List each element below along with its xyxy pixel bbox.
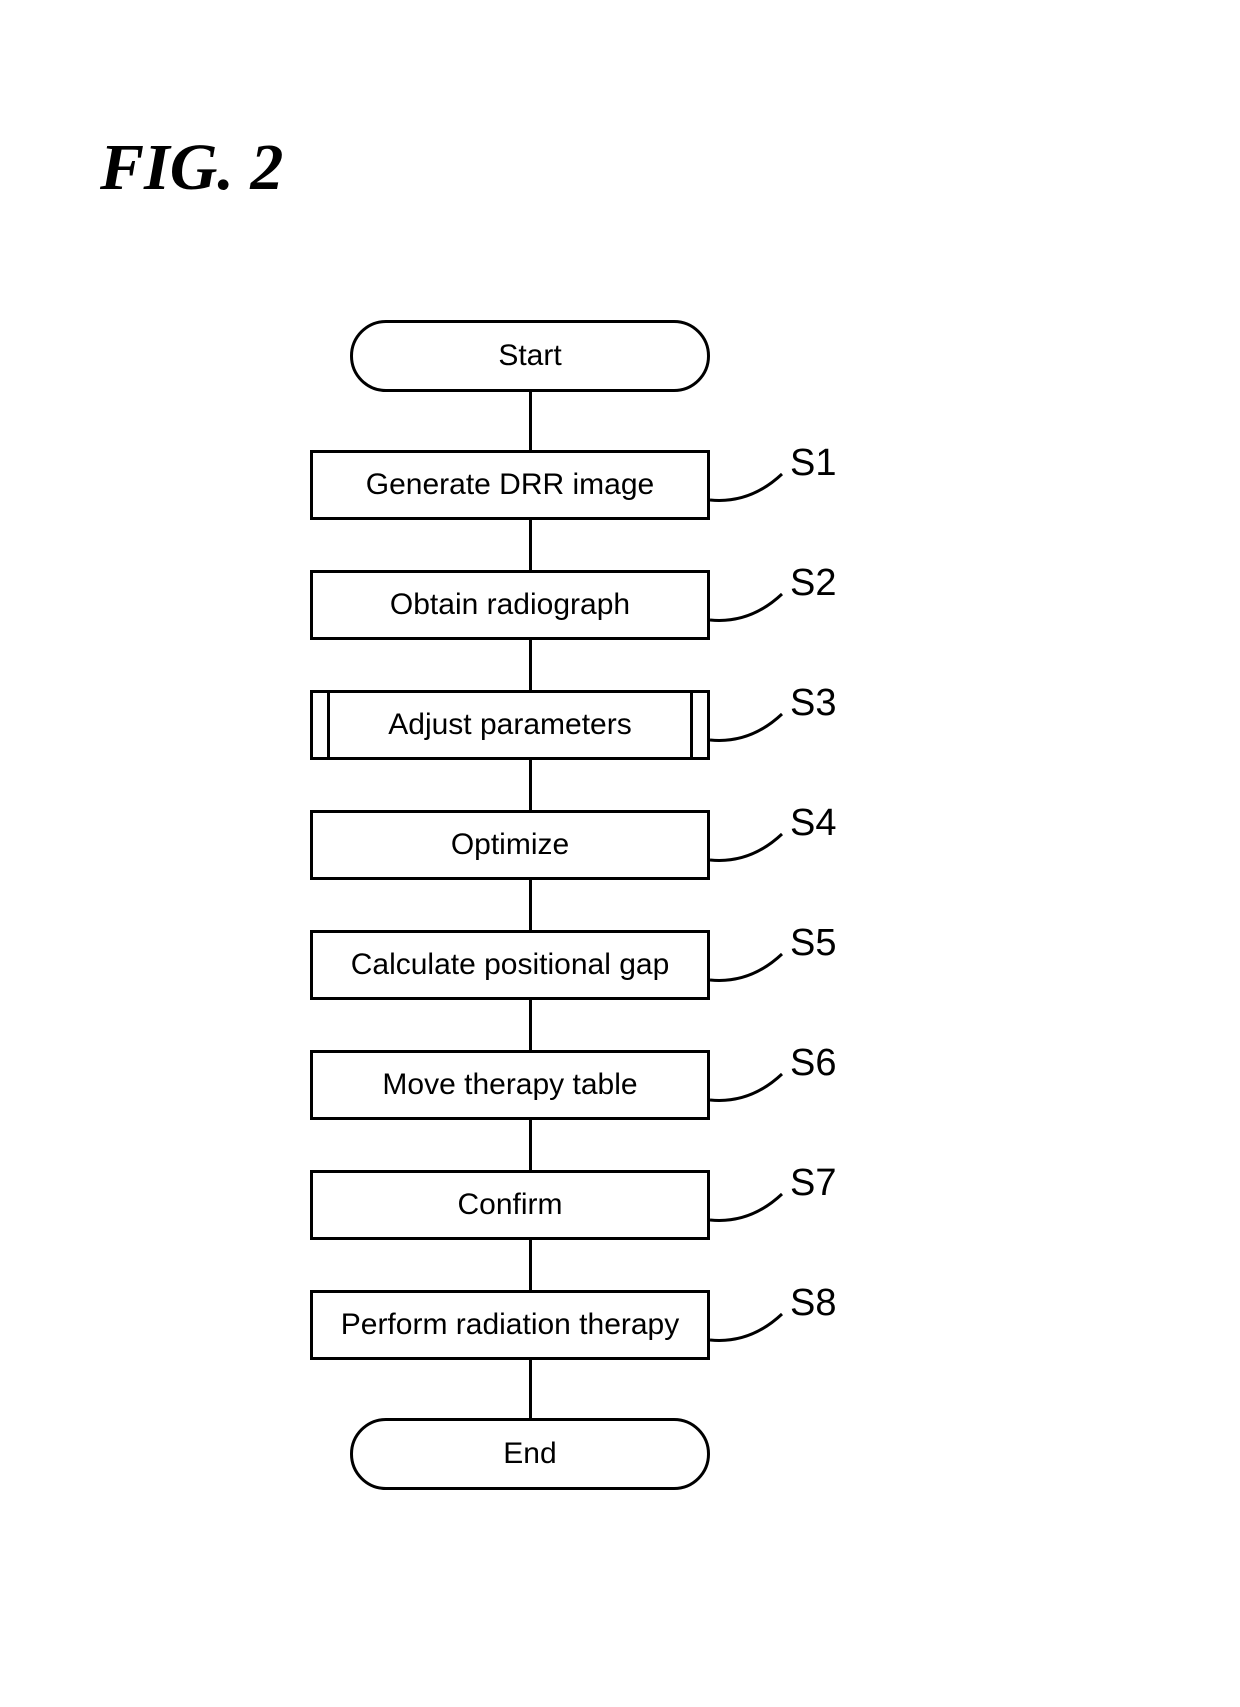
callout-s8 (710, 1312, 790, 1344)
step-label-s2: S2 (790, 562, 836, 605)
step-row: Move therapy table S6 (310, 1050, 750, 1120)
callout-s7 (710, 1192, 790, 1224)
flowchart-column: Start Generate DRR image S1 Obtain radio… (310, 320, 750, 1490)
step-row: Optimize S4 (310, 810, 750, 880)
process-s2: Obtain radiograph (310, 570, 710, 640)
step-row: Generate DRR image S1 (310, 450, 750, 520)
process-s8: Perform radiation therapy (310, 1290, 710, 1360)
connector (529, 760, 532, 810)
step-label-s6: S6 (790, 1042, 836, 1085)
callout-s5 (710, 952, 790, 984)
process-s1: Generate DRR image (310, 450, 710, 520)
process-s5: Calculate positional gap (310, 930, 710, 1000)
connector (529, 520, 532, 570)
process-s4: Optimize (310, 810, 710, 880)
step-label-s7: S7 (790, 1162, 836, 1205)
terminal-end: End (350, 1418, 710, 1490)
step-row: Perform radiation therapy S8 (310, 1290, 750, 1360)
step-label-s8: S8 (790, 1282, 836, 1325)
step-label-s3: S3 (790, 682, 836, 725)
step-row: Obtain radiograph S2 (310, 570, 750, 640)
connector (529, 1000, 532, 1050)
process-s6: Move therapy table (310, 1050, 710, 1120)
connector (529, 1120, 532, 1170)
callout-s4 (710, 832, 790, 864)
connector (529, 640, 532, 690)
flowchart: Start Generate DRR image S1 Obtain radio… (310, 320, 1010, 1490)
figure-title: FIG. 2 (100, 130, 283, 206)
step-label-s4: S4 (790, 802, 836, 845)
step-row: Calculate positional gap S5 (310, 930, 750, 1000)
step-label-s1: S1 (790, 442, 836, 485)
callout-s3 (710, 712, 790, 744)
terminal-start: Start (350, 320, 710, 392)
connector (529, 880, 532, 930)
callout-s2 (710, 592, 790, 624)
step-label-s5: S5 (790, 922, 836, 965)
connector (529, 1360, 532, 1418)
process-s3: Adjust parameters (310, 690, 710, 760)
step-row: Adjust parameters S3 (310, 690, 750, 760)
process-s7: Confirm (310, 1170, 710, 1240)
connector (529, 1240, 532, 1290)
callout-s6 (710, 1072, 790, 1104)
step-row: Confirm S7 (310, 1170, 750, 1240)
connector (529, 392, 532, 450)
callout-s1 (710, 472, 790, 504)
